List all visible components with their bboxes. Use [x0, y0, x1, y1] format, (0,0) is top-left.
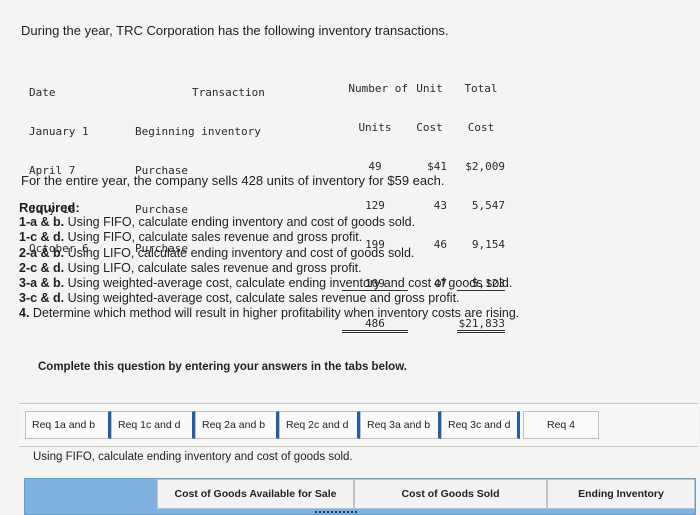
units-header-line2: Units: [358, 121, 392, 134]
units-cell: 49: [368, 160, 382, 173]
transaction-cell: Purchase: [135, 203, 188, 216]
required-item-text: Using LIFO, calculate sales revenue and …: [67, 260, 362, 275]
required-item-text: Determine which method will result in hi…: [32, 306, 520, 321]
required-item: 3-c & d. Using weighted-average cost, ca…: [19, 291, 519, 306]
date-header: Date: [29, 86, 56, 99]
total-cost-header-line2: Cost: [467, 121, 495, 134]
required-item-text: Using FIFO, calculate ending inventory a…: [67, 215, 416, 230]
transaction-cell: Purchase: [135, 242, 188, 255]
requirement-tabs: Req 1a and b Req 1c and d Req 2a and b R…: [19, 403, 698, 447]
required-item-number: 2-a & b.: [19, 245, 65, 260]
units-cell: 199: [365, 238, 385, 251]
required-item-number: 1-a & b.: [19, 215, 65, 230]
total-cost-column: Total Cost $2,009 5,547 9,154 5,123 $21,…: [457, 56, 505, 359]
required-item-text: Using weighted-average cost, calculate s…: [67, 291, 460, 306]
unit-cost-cell: $41: [427, 160, 447, 173]
total-cost-cell: 9,154: [471, 238, 505, 251]
transaction-cell: Purchase: [135, 164, 188, 177]
total-cost-cell: 5,547: [471, 199, 505, 212]
date-column: Date January 1 April 7 July 16 October 6: [29, 60, 89, 281]
tab-req-1c-d[interactable]: Req 1c and d: [111, 411, 195, 439]
complete-prompt: Complete this question by entering your …: [38, 361, 407, 373]
sales-info-text: For the entire year, the company sells 4…: [21, 173, 445, 188]
tab-instruction: Using FIFO, calculate ending inventory a…: [33, 451, 353, 463]
date-cell: January 1: [29, 125, 89, 138]
unit-cost-column: Unit Cost $41 43 46 47: [412, 56, 447, 316]
required-item-text: Using FIFO, calculate sales revenue and …: [67, 230, 363, 245]
required-item: 2-a & b. Using LIFO, calculate ending in…: [19, 246, 519, 261]
required-item-number: 1-c & d.: [19, 230, 65, 245]
units-column: Number of Units 49 129 199 109 486: [342, 56, 408, 359]
date-cell: July 16: [29, 203, 76, 216]
total-cost-header-line1: Total: [464, 82, 498, 95]
tab-req-1a-b[interactable]: Req 1a and b: [25, 411, 111, 439]
tab-req-3c-d[interactable]: Req 3c and d: [441, 411, 520, 439]
unit-cost-cell: 43: [433, 199, 447, 212]
col-cost-goods-available: Cost of Goods Available for Sale: [157, 479, 354, 509]
required-item-number: 3-c & d.: [19, 291, 65, 306]
units-header-line1: Number of: [348, 82, 408, 95]
required-item-number: 4.: [19, 306, 30, 321]
tab-req-2c-d[interactable]: Req 2c and d: [279, 411, 360, 439]
total-cost-cell: 5,123: [457, 277, 505, 291]
required-item-text: Using LIFO, calculate ending inventory a…: [67, 245, 415, 260]
required-item-text: Using weighted-average cost, calculate e…: [67, 276, 513, 291]
tab-req-3a-b[interactable]: Req 3a and b: [360, 411, 441, 439]
required-item-number: 3-a & b.: [19, 276, 65, 291]
units-cell: 109: [342, 277, 408, 291]
tab-req-2a-b[interactable]: Req 2a and b: [195, 411, 279, 439]
total-cost-total: $21,833: [457, 317, 505, 333]
units-total: 486: [342, 317, 408, 333]
units-cell: 129: [365, 199, 385, 212]
unit-cost-header-line1: Unit: [416, 82, 443, 95]
date-cell: October 6: [29, 242, 89, 255]
required-section: Required: 1-a & b. Using FIFO, calculate…: [19, 200, 519, 322]
required-title: Required:: [19, 200, 80, 215]
unit-cost-cell: 46: [433, 238, 447, 251]
transaction-column: Transaction Beginning inventory Purchase…: [135, 60, 265, 281]
required-item: 1-a & b. Using FIFO, calculate ending in…: [19, 215, 519, 230]
transaction-cell: Beginning inventory: [135, 125, 261, 138]
required-item: 4. Determine which method will result in…: [19, 306, 519, 321]
intro-text: During the year, TRC Corporation has the…: [21, 23, 449, 38]
cut-off-text: [315, 510, 357, 514]
col-ending-inventory: Ending Inventory: [547, 479, 695, 509]
unit-cost-header-line2: Cost: [416, 121, 443, 134]
col-cost-goods-sold: Cost of Goods Sold: [354, 479, 547, 509]
required-item: 2-c & d. Using LIFO, calculate sales rev…: [19, 261, 519, 276]
tab-req-4[interactable]: Req 4: [523, 411, 599, 439]
unit-cost-cell: 47: [433, 277, 447, 290]
answer-table-header: Cost of Goods Available for Sale Cost of…: [24, 478, 696, 515]
total-cost-cell: $2,009: [465, 160, 505, 173]
required-item: 3-a & b. Using weighted-average cost, ca…: [19, 276, 519, 291]
transaction-header: Transaction: [192, 86, 265, 99]
date-cell: April 7: [29, 164, 76, 177]
required-item-number: 2-c & d.: [19, 260, 65, 275]
required-item: 1-c & d. Using FIFO, calculate sales rev…: [19, 230, 519, 245]
